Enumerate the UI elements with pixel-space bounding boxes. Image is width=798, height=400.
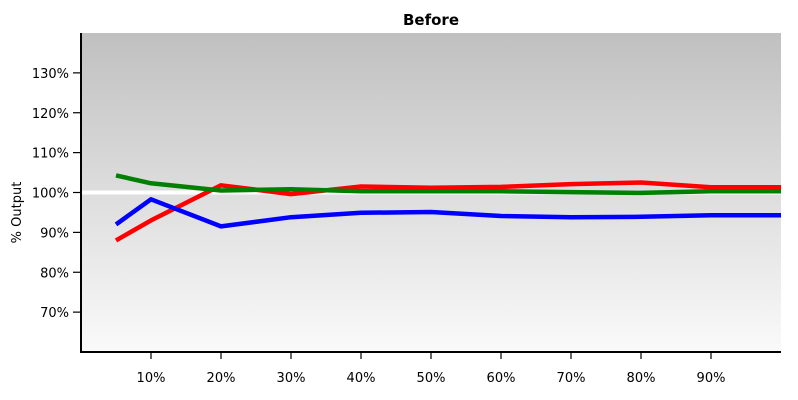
x-tick-label: 70%	[557, 371, 586, 386]
x-tick-label: 90%	[697, 371, 726, 386]
y-tick-label: 110%	[32, 147, 69, 162]
y-tick-label: 100%	[32, 187, 69, 202]
series-line-2	[115, 173, 781, 196]
x-tick-label: 60%	[487, 371, 516, 386]
y-tick-label: 80%	[40, 266, 69, 281]
x-tick-label: 20%	[207, 371, 236, 386]
x-tick-label: 50%	[417, 371, 446, 386]
y-axis-label: % Output	[10, 182, 25, 244]
series-line-3	[114, 197, 781, 229]
x-tick-label: 40%	[347, 371, 376, 386]
y-tick-label: 90%	[40, 226, 69, 241]
x-tick-label: 80%	[627, 371, 656, 386]
x-tick-label: 30%	[277, 371, 306, 386]
chart-title: Before	[403, 11, 459, 29]
x-tick-label: 10%	[137, 371, 166, 386]
y-tick-label: 70%	[40, 306, 69, 321]
y-tick-label: 120%	[32, 107, 69, 122]
series-line-1	[114, 180, 781, 243]
y-tick-label: 130%	[32, 67, 69, 82]
